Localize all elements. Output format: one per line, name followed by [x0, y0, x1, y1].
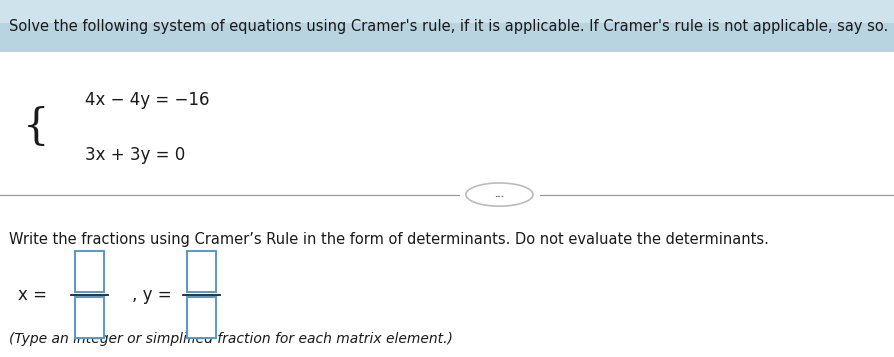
Bar	[0, 0, 894, 23]
Text: 4x − 4y = −16: 4x − 4y = −16	[85, 91, 209, 109]
Text: x =: x =	[18, 286, 46, 303]
Text: 3x + 3y = 0: 3x + 3y = 0	[85, 146, 185, 164]
Text: (Type an integer or simplified fraction for each matrix element.): (Type an integer or simplified fraction …	[9, 332, 452, 346]
Bar	[0, 0, 894, 52]
Bar	[75, 251, 104, 292]
Text: Solve the following system of equations using Cramer's rule, if it is applicable: Solve the following system of equations …	[9, 19, 887, 34]
Bar	[187, 251, 215, 292]
Text: , y =: , y =	[132, 286, 172, 303]
Text: {: {	[22, 106, 49, 148]
Bar	[75, 297, 104, 338]
Text: ...: ...	[493, 190, 504, 199]
Ellipse shape	[466, 183, 533, 206]
Text: Write the fractions using Cramer’s Rule in the form of determinants. Do not eval: Write the fractions using Cramer’s Rule …	[9, 232, 768, 247]
Bar	[187, 297, 215, 338]
